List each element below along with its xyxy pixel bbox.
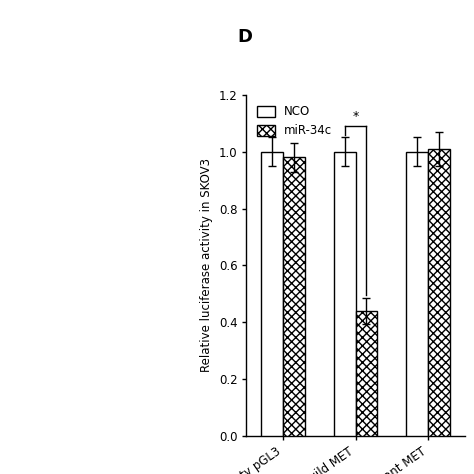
Bar xyxy=(334,152,356,436)
Bar xyxy=(261,152,283,436)
Legend: NCO, miR-34c: NCO, miR-34c xyxy=(252,100,337,142)
Bar xyxy=(356,311,377,436)
Text: D: D xyxy=(237,28,252,46)
Text: *: * xyxy=(352,110,359,123)
Bar xyxy=(283,157,305,436)
Bar xyxy=(428,149,450,436)
Y-axis label: Relative luciferase activity in SKOV3: Relative luciferase activity in SKOV3 xyxy=(200,158,213,373)
Bar xyxy=(406,152,428,436)
